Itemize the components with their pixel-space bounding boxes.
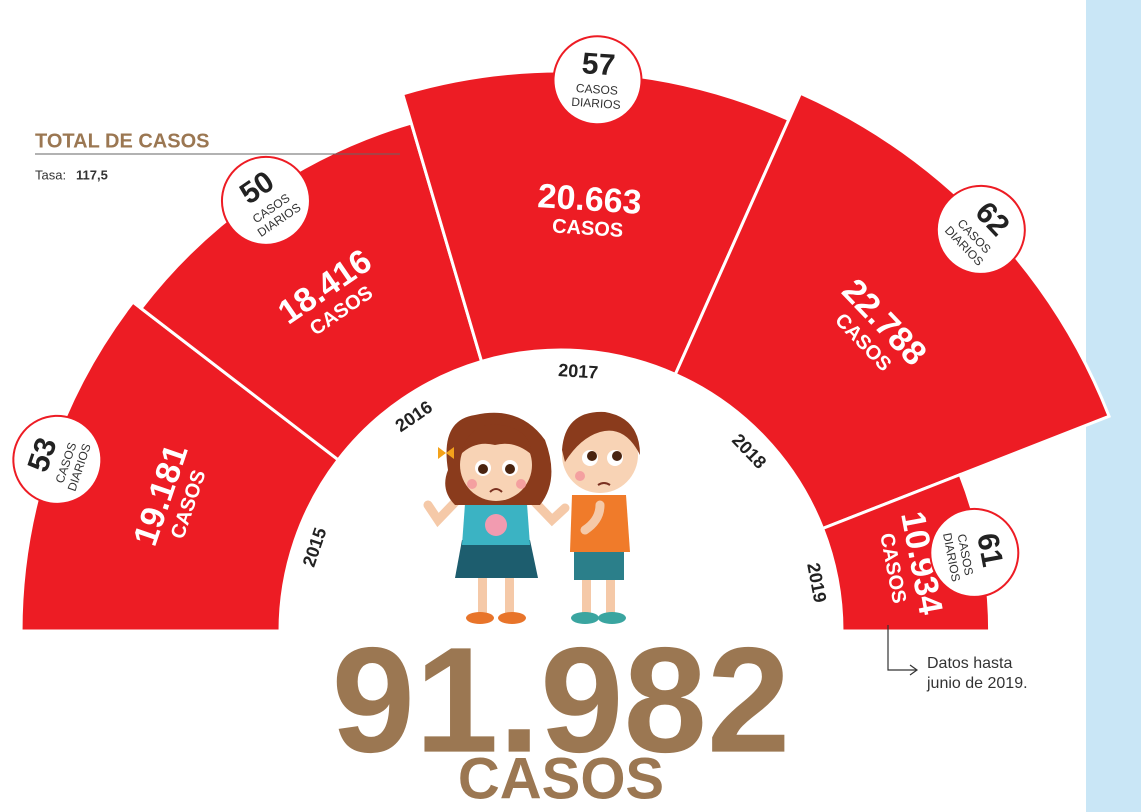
daily-badge (935, 184, 1026, 275)
daily-value: 61 (970, 531, 1009, 570)
rate: 117,5 (76, 167, 108, 182)
value-unit: CASOS (551, 215, 623, 242)
daily-badge (12, 414, 103, 505)
total: 91.982 (332, 616, 791, 784)
children-illustration (423, 411, 640, 624)
sector (19, 299, 341, 633)
annotation-arrow (909, 664, 919, 676)
daily-unit: CASOS (575, 81, 618, 98)
year-label: 2017 (558, 360, 599, 383)
sector (820, 472, 992, 633)
sector (673, 91, 1112, 531)
daily-badge (929, 507, 1020, 598)
annotation-line: Datos hasta (927, 655, 1012, 672)
daily-badge (220, 155, 311, 246)
annotation-leader (887, 625, 916, 671)
sector (138, 121, 484, 462)
sector (400, 69, 791, 377)
sectors: 19.181CASOS201553CASOSDIARIOS18.416CASOS… (12, 35, 1112, 633)
total-unit: CASOS (458, 746, 664, 811)
title: TOTAL DE CASOS (35, 130, 209, 152)
label-group: 2017 (558, 360, 599, 383)
daily-unit: DIARIOS (571, 95, 621, 112)
value-label: 20.663 (536, 177, 642, 222)
daily-badge (552, 35, 643, 126)
daily-value: 57 (581, 47, 616, 82)
rate-prefix: Tasa: (35, 167, 66, 182)
annotation-line: junio de 2019. (926, 675, 1028, 692)
